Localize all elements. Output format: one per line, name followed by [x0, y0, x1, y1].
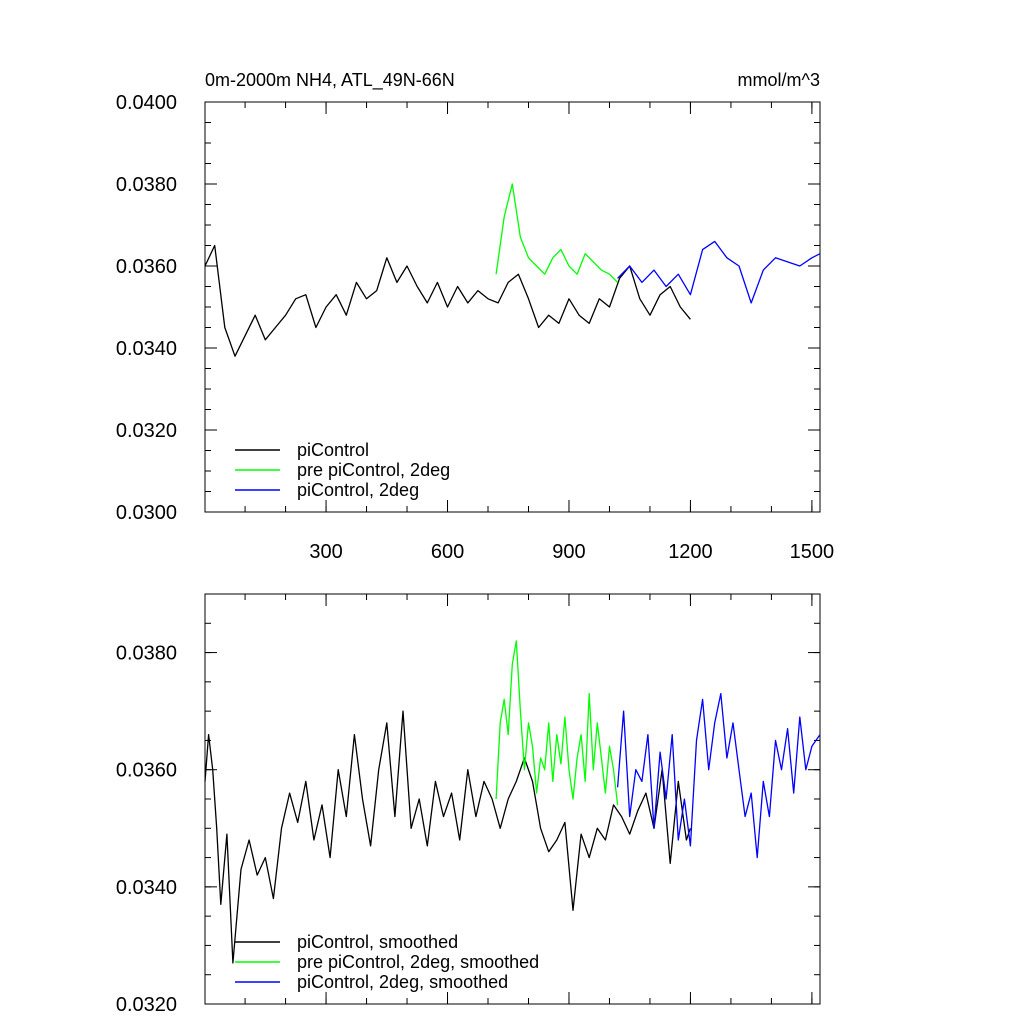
y-tick-label: 0.0360: [116, 760, 177, 782]
series-line-0: [204, 710, 692, 964]
series-line-2: [617, 240, 821, 304]
units-label: mmol/m^3: [738, 70, 820, 90]
series-line-0: [204, 244, 691, 357]
x-tick-label: 1200: [668, 541, 713, 563]
series-line-1: [495, 640, 619, 805]
y-tick-label: 0.0380: [116, 174, 177, 196]
series-line-2: [616, 692, 821, 859]
y-tick-label: 0.0400: [116, 92, 177, 114]
legend: piControl pre piControl, 2deg piControl,…: [235, 440, 450, 500]
y-tick-label: 0.0340: [116, 877, 177, 899]
legend-label-0: piControl, smoothed: [297, 932, 458, 952]
legend-label-1: pre piControl, 2deg: [297, 460, 450, 480]
legend-label-1: pre piControl, 2deg, smoothed: [297, 952, 539, 972]
y-tick-label: 0.0300: [116, 502, 177, 524]
y-tick-label: 0.0340: [116, 338, 177, 360]
legend-label-2: piControl, 2deg, smoothed: [297, 972, 508, 992]
series-group: [204, 183, 821, 357]
legend: piControl, smoothed pre piControl, 2deg,…: [235, 932, 539, 992]
x-tick-label: 600: [431, 541, 464, 563]
x-tick-label: 300: [309, 541, 342, 563]
chart-title: 0m-2000m NH4, ATL_49N-66N: [205, 70, 455, 91]
x-tick-label: 900: [552, 541, 585, 563]
series-line-1: [495, 183, 619, 283]
legend-label-0: piControl: [297, 440, 369, 460]
y-tick-label: 0.0360: [116, 256, 177, 278]
y-tick-label: 0.0380: [116, 643, 177, 665]
legend-label-2: piControl, 2deg: [297, 480, 419, 500]
y-tick-label: 0.0320: [116, 420, 177, 442]
y-tick-label: 0.0320: [116, 994, 177, 1016]
x-tick-label: 1500: [790, 541, 835, 563]
bottom-panel: 0.0320 0.0340 0.0360 0.0380 piControl, smoo…: [116, 593, 821, 1016]
tick-group: 0.0320 0.0340 0.0360 0.0380: [116, 593, 820, 1016]
series-group: [204, 640, 821, 964]
top-panel: 0m-2000m NH4, ATL_49N-66N mmol/m^3 0.030…: [116, 70, 834, 563]
tick-group: 0.0300 0.0320 0.0340 0.0360 0.0380 0.0400 300 6…: [116, 92, 834, 563]
